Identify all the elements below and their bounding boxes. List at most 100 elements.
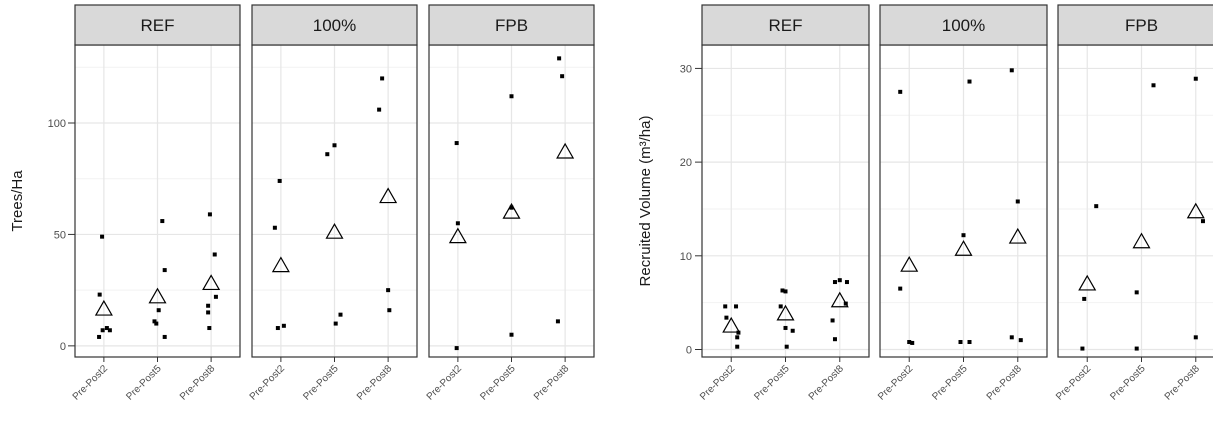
data-point (961, 233, 966, 238)
y-tick-label: 50 (54, 229, 66, 241)
mean-marker (954, 240, 973, 256)
strip-label: FPB (495, 16, 528, 35)
strip-label: 100% (313, 16, 356, 35)
data-point (281, 323, 286, 328)
strip-header (879, 4, 1048, 46)
data-point (832, 337, 837, 342)
y-tick-label: 30 (680, 63, 692, 75)
y-axis-label: Trees/Ha (9, 170, 26, 232)
data-point (907, 340, 912, 345)
data-point (100, 234, 105, 239)
data-point (967, 340, 972, 345)
x-tick-label: Pre-Post2 (71, 363, 111, 403)
strip-label: REF (769, 16, 803, 35)
x-tick-label: Pre-Post8 (1163, 363, 1203, 403)
panel-background (1058, 45, 1213, 357)
strip-header (74, 4, 241, 46)
data-point (557, 56, 562, 61)
data-point (325, 152, 330, 157)
x-tick-label: Pre-Post2 (698, 363, 738, 403)
data-point (1151, 83, 1156, 88)
y-tick-label: 20 (680, 157, 692, 169)
data-point (724, 315, 729, 320)
mean-marker (448, 227, 467, 244)
data-point (1193, 76, 1198, 81)
data-point (377, 107, 382, 112)
x-tick-label: Pre-Post5 (930, 363, 970, 403)
data-point (509, 205, 514, 210)
x-tick-label: Pre-Post5 (752, 363, 792, 403)
data-point (898, 286, 903, 291)
panel-fpb: FPB Pre-Post2 Pre-Post5 Pre-Post8 (425, 4, 595, 403)
mean-marker (776, 304, 795, 321)
mean-marker (202, 274, 221, 291)
data-point (1134, 290, 1139, 295)
data-point (790, 328, 795, 333)
data-point (277, 178, 282, 183)
mean-marker (148, 287, 167, 304)
mean-marker (502, 202, 521, 219)
data-point (780, 288, 785, 293)
data-point (509, 94, 514, 99)
data-point (1009, 68, 1014, 73)
mean-marker (325, 222, 344, 239)
data-point (104, 326, 109, 331)
data-point (830, 318, 835, 323)
data-point (1015, 199, 1020, 204)
x-tick-label: Pre-Post2 (876, 363, 916, 403)
data-point (272, 225, 277, 230)
y-tick-label: 100 (48, 118, 66, 130)
data-point (1082, 296, 1087, 301)
data-point (97, 334, 102, 339)
data-point (1018, 338, 1023, 343)
data-point (784, 344, 789, 349)
data-point (1009, 335, 1014, 340)
strip-label: 100% (942, 16, 985, 35)
y-axis-label: Recruited Volume (m³/ha) (637, 116, 654, 287)
data-point (1193, 335, 1198, 340)
data-point (783, 325, 788, 330)
panel-ref: REF Pre-Post2 Pre-Post5 Pre-Post8 (71, 4, 241, 403)
data-point (1080, 346, 1085, 351)
data-point (387, 308, 392, 313)
data-point (958, 340, 963, 345)
data-point (454, 141, 459, 146)
data-point (107, 328, 112, 333)
data-point (97, 292, 102, 297)
panel-100pct: 100% Pre-Post2 Pre-Post5 Pre-Post8 (876, 4, 1048, 403)
mean-marker (1078, 274, 1097, 291)
data-point (910, 340, 915, 345)
strip-header (1057, 4, 1213, 46)
strip-header (428, 4, 595, 46)
data-point (380, 76, 385, 81)
panel-fpb: FPB Pre-Post2 Pre-Post5 Pre-Post8 (1054, 4, 1213, 403)
data-point (152, 319, 157, 324)
data-point (213, 294, 218, 299)
data-point (333, 321, 338, 326)
data-point (783, 289, 788, 294)
y-tick-label: 10 (680, 251, 692, 263)
data-point (837, 278, 842, 283)
x-tick-label: Pre-Post5 (478, 363, 518, 403)
data-point (162, 334, 167, 339)
mean-marker (830, 291, 849, 308)
data-point (967, 79, 972, 84)
data-point (734, 304, 739, 309)
chart-2: Recruited Volume (m³/ha) 0 10 20 30 REF Pre-Po… (637, 4, 1213, 403)
data-point (156, 308, 161, 313)
data-point (555, 319, 560, 324)
data-point (454, 346, 459, 351)
data-point (207, 212, 212, 217)
data-point (162, 268, 167, 273)
data-point (832, 280, 837, 285)
data-point (1200, 219, 1205, 224)
strip-label: REF (141, 16, 175, 35)
data-point (332, 143, 337, 148)
chart-1: Trees/Ha 0 50 100 REF Pre-Post2 Pre-Post5 Pre-P… (9, 4, 595, 403)
x-tick-label: Pre-Post2 (1054, 363, 1094, 403)
x-tick-label: Pre-Post8 (178, 363, 218, 403)
data-point (206, 310, 211, 315)
data-point (455, 221, 460, 226)
